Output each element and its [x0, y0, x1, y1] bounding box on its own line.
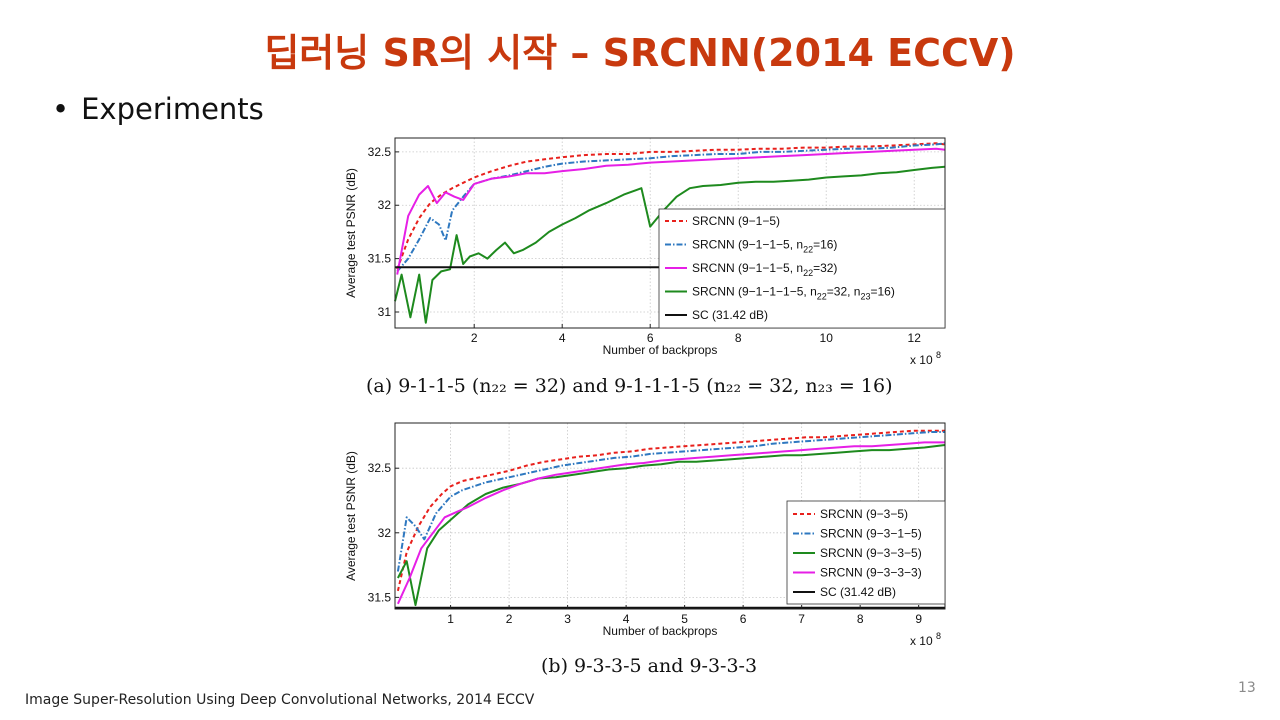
chart-a-x-tick-label: 10: [820, 331, 834, 345]
slide-title: 딥러닝 SR의 시작 – SRCNN(2014 ECCV): [264, 31, 1016, 75]
chart-a-legend-label-4: SC (31.42 dB): [692, 308, 768, 322]
chart-a-caption: (a) 9-1-1-5 (n₂₂ = 32) and 9-1-1-1-5 (n₂…: [366, 375, 893, 397]
chart-b-legend-label-part: SRCNN (9−3−1−5): [820, 527, 922, 541]
chart-b-x-axis-label: Number of backprops: [603, 624, 718, 638]
chart-b-legend-label-part: SC (31.42 dB): [820, 585, 896, 599]
chart-b-y-tick-label: 31.5: [368, 590, 392, 604]
chart-b-x-tick-label: 6: [740, 612, 747, 626]
chart-b-y-tick-label: 32.5: [368, 461, 392, 475]
chart-a-legend-label-3: SRCNN (9−1−1−1−5, n22=32, n23=16): [692, 285, 895, 302]
chart-a-legend-label-part: SRCNN (9−1−1−1−5, n: [692, 285, 817, 299]
chart-a-legend-label-part: =32, n: [827, 285, 861, 299]
chart-a-legend-label-1: SRCNN (9−1−1−5, n22=16): [692, 238, 837, 255]
chart-a-legend-label-part: SC (31.42 dB): [692, 308, 768, 322]
chart-a-legend-label-part: 22: [803, 268, 813, 278]
chart-b-x-multiplier: x 10 8: [910, 631, 941, 648]
chart-a-x-multiplier: x 10 8: [910, 350, 941, 367]
chart-a-y-axis-label: Average test PSNR (dB): [344, 168, 358, 298]
chart-b-legend-label-4: SC (31.42 dB): [820, 585, 896, 599]
chart-b-legend-label-part: SRCNN (9−3−5): [820, 507, 908, 521]
chart-a-series-line-3: [394, 165, 946, 324]
chart-a-x-tick-label: 8: [735, 331, 742, 345]
chart-b-x-multiplier-exp: 8: [936, 631, 941, 641]
chart-a-x-axis-label: Number of backprops: [603, 343, 718, 357]
chart-b-y-axis-label: Average test PSNR (dB): [344, 451, 358, 581]
chart-a-legend-label-part: SRCNN (9−1−1−5, n: [692, 238, 803, 252]
chart-a-y-tick-label: 31.5: [368, 252, 392, 266]
bullet-item: • Experiments: [52, 92, 264, 126]
chart-a-x-tick-label: 4: [559, 331, 566, 345]
chart-b-x-multiplier-base: x 10: [910, 634, 936, 648]
chart-a-legend-label-part: SRCNN (9−1−1−5, n: [692, 261, 803, 275]
chart-b-series-line-3: [396, 441, 945, 605]
chart-a-y-tick-label: 32.5: [368, 145, 392, 159]
chart-a-legend-label-part: 23: [860, 292, 870, 302]
chart-b-x-tick-label: 8: [857, 612, 864, 626]
chart-a-x-tick-label: 6: [647, 331, 654, 345]
bullet-text: Experiments: [81, 92, 264, 126]
chart-b-series-line-2: [397, 444, 946, 607]
chart-b-x-tick-label: 9: [915, 612, 922, 626]
chart-b-x-tick-label: 2: [506, 612, 513, 626]
chart-a-x-tick-label: 12: [908, 331, 922, 345]
chart-a-legend-box: [658, 208, 946, 329]
chart-b-legend-label-3: SRCNN (9−3−3−3): [820, 566, 922, 580]
chart-b-x-tick-label: 3: [564, 612, 571, 626]
footer-citation: Image Super-Resolution Using Deep Convol…: [25, 692, 535, 708]
page-number: 13: [1238, 680, 1256, 696]
chart-b-legend-label-part: SRCNN (9−3−3−5): [820, 546, 922, 560]
chart-a: 2 4 6 8 10 12 31 31.5 32 32.5 Number of backprops A…: [344, 137, 946, 367]
chart-b-legend-label-part: SRCNN (9−3−3−3): [820, 566, 922, 580]
chart-a-x-multiplier-exp: 8: [936, 350, 941, 360]
chart-a-legend-label-part: =32): [813, 261, 837, 275]
chart-a-legend-label-0: SRCNN (9−1−5): [692, 214, 780, 228]
chart-b-legend-label-2: SRCNN (9−3−3−5): [820, 546, 922, 560]
chart-b-x-tick-label: 7: [798, 612, 805, 626]
chart-b-y-tick-label: 32: [378, 526, 392, 540]
chart-a-y-tick-label: 31: [378, 305, 392, 319]
chart-a-legend-label-part: =16): [870, 285, 894, 299]
chart-a-series-line-0: [396, 142, 946, 270]
chart-a-legend-label-part: SRCNN (9−1−5): [692, 214, 780, 228]
chart-b-x-tick-label: 4: [623, 612, 630, 626]
chart-a-x-tick-label: 2: [471, 331, 478, 345]
chart-a-legend-label-2: SRCNN (9−1−1−5, n22=32): [692, 261, 837, 278]
chart-b-legend-label-0: SRCNN (9−3−5): [820, 507, 908, 521]
chart-b-caption: (b) 9-3-3-5 and 9-3-3-3: [541, 655, 758, 677]
chart-b-x-tick-label: 1: [447, 612, 454, 626]
bullet-dot: •: [52, 92, 70, 126]
chart-a-legend-label-part: 22: [817, 292, 827, 302]
chart-a-series-line-1: [396, 142, 946, 273]
chart-a-legend-label-part: 22: [803, 245, 813, 255]
chart-b: 1 2 3 4 5 6 7 8 9 31.5 32 32.5 Number of backprops Av…: [344, 422, 946, 648]
chart-a-legend-label-part: =16): [813, 238, 837, 252]
chart-a-x-multiplier-base: x 10: [910, 353, 936, 367]
chart-a-y-tick-label: 32: [378, 198, 392, 212]
chart-b-x-tick-label: 5: [681, 612, 688, 626]
chart-b-legend-label-1: SRCNN (9−3−1−5): [820, 527, 922, 541]
chart-b-series-line-0: [396, 429, 945, 592]
chart-a-series-line-2: [396, 147, 946, 275]
